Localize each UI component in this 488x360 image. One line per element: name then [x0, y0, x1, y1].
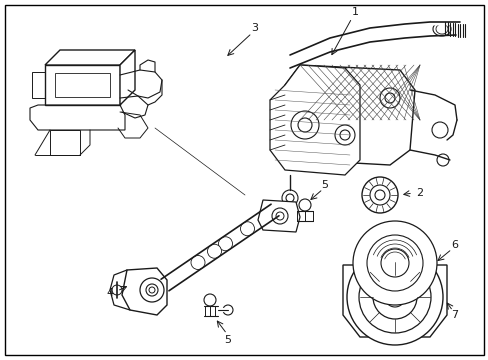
- Circle shape: [312, 80, 332, 100]
- Circle shape: [203, 294, 216, 306]
- Polygon shape: [45, 50, 135, 65]
- Circle shape: [380, 249, 408, 277]
- Text: 5: 5: [321, 180, 328, 190]
- Circle shape: [317, 85, 327, 95]
- Circle shape: [431, 122, 447, 138]
- Polygon shape: [258, 200, 299, 232]
- Circle shape: [290, 111, 318, 139]
- Circle shape: [297, 118, 311, 132]
- Circle shape: [240, 222, 254, 236]
- Text: 7: 7: [450, 310, 458, 320]
- Circle shape: [358, 261, 430, 333]
- Circle shape: [223, 305, 232, 315]
- Circle shape: [372, 275, 416, 319]
- Polygon shape: [45, 65, 120, 105]
- Circle shape: [271, 208, 287, 224]
- Circle shape: [298, 199, 310, 211]
- Polygon shape: [285, 65, 414, 165]
- Circle shape: [334, 125, 354, 145]
- Polygon shape: [269, 65, 359, 175]
- Circle shape: [112, 285, 122, 295]
- Circle shape: [361, 177, 397, 213]
- Circle shape: [282, 190, 297, 206]
- Circle shape: [207, 244, 221, 258]
- Circle shape: [366, 235, 422, 291]
- Circle shape: [436, 154, 448, 166]
- Circle shape: [384, 93, 394, 103]
- Circle shape: [191, 256, 204, 270]
- Text: 5: 5: [224, 335, 231, 345]
- Circle shape: [379, 88, 399, 108]
- Text: 2: 2: [416, 188, 423, 198]
- Circle shape: [140, 278, 163, 302]
- Circle shape: [369, 185, 389, 205]
- Text: 4: 4: [106, 288, 113, 298]
- Circle shape: [384, 287, 404, 307]
- Polygon shape: [342, 265, 446, 337]
- Polygon shape: [122, 268, 167, 315]
- Circle shape: [352, 221, 436, 305]
- Circle shape: [346, 249, 442, 345]
- Text: 3: 3: [251, 23, 258, 33]
- Circle shape: [218, 237, 232, 251]
- Text: 1: 1: [351, 7, 358, 17]
- Circle shape: [146, 284, 158, 296]
- Text: 6: 6: [450, 240, 458, 250]
- Polygon shape: [120, 50, 135, 105]
